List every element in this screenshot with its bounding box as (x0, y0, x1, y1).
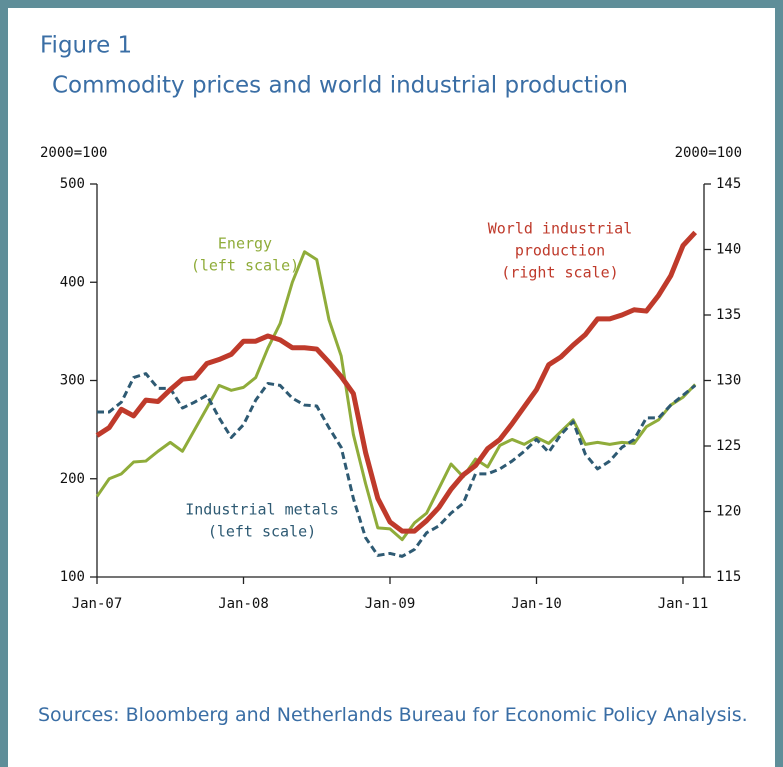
x-tick-label: Jan-07 (72, 596, 123, 612)
y-tick-label: 500 (60, 176, 85, 192)
y-axis-label: 2000=100 (40, 145, 107, 161)
x-tick-label: Jan-08 (218, 596, 269, 612)
y2-axis-label: 2000=100 (675, 145, 742, 161)
y2-tick-label: 145 (716, 176, 741, 192)
annotation: (right scale) (501, 264, 618, 282)
y2-tick-label: 120 (716, 504, 741, 520)
chart-title: Figure 1 (40, 33, 132, 59)
x-tick-label: Jan-11 (658, 596, 709, 612)
series-line (95, 250, 697, 542)
annotation: production (515, 242, 605, 260)
y2-tick-label: 115 (716, 569, 741, 585)
y-tick-label: 300 (60, 373, 85, 389)
chart-subtitle: Commodity prices and world industrial pr… (52, 73, 628, 99)
annotation: World industrial (488, 220, 633, 238)
y-tick-label: 200 (60, 471, 85, 487)
y2-tick-label: 125 (716, 438, 741, 454)
y2-tick-label: 140 (716, 242, 741, 258)
source-note: Sources: Bloomberg and Netherlands Burea… (38, 704, 748, 726)
y-tick-label: 400 (60, 274, 85, 290)
x-tick-label: Jan-09 (365, 596, 416, 612)
annotation: Industrial metals (185, 501, 339, 519)
x-tick-label: Jan-10 (511, 596, 562, 612)
series-line (97, 372, 697, 558)
annotation: Energy (218, 235, 272, 253)
annotation: (left scale) (208, 523, 316, 541)
series-line (95, 230, 698, 534)
y2-tick-label: 135 (716, 307, 741, 323)
y-tick-label: 100 (60, 569, 85, 585)
annotation: (left scale) (191, 257, 299, 275)
y2-tick-label: 130 (716, 373, 741, 389)
